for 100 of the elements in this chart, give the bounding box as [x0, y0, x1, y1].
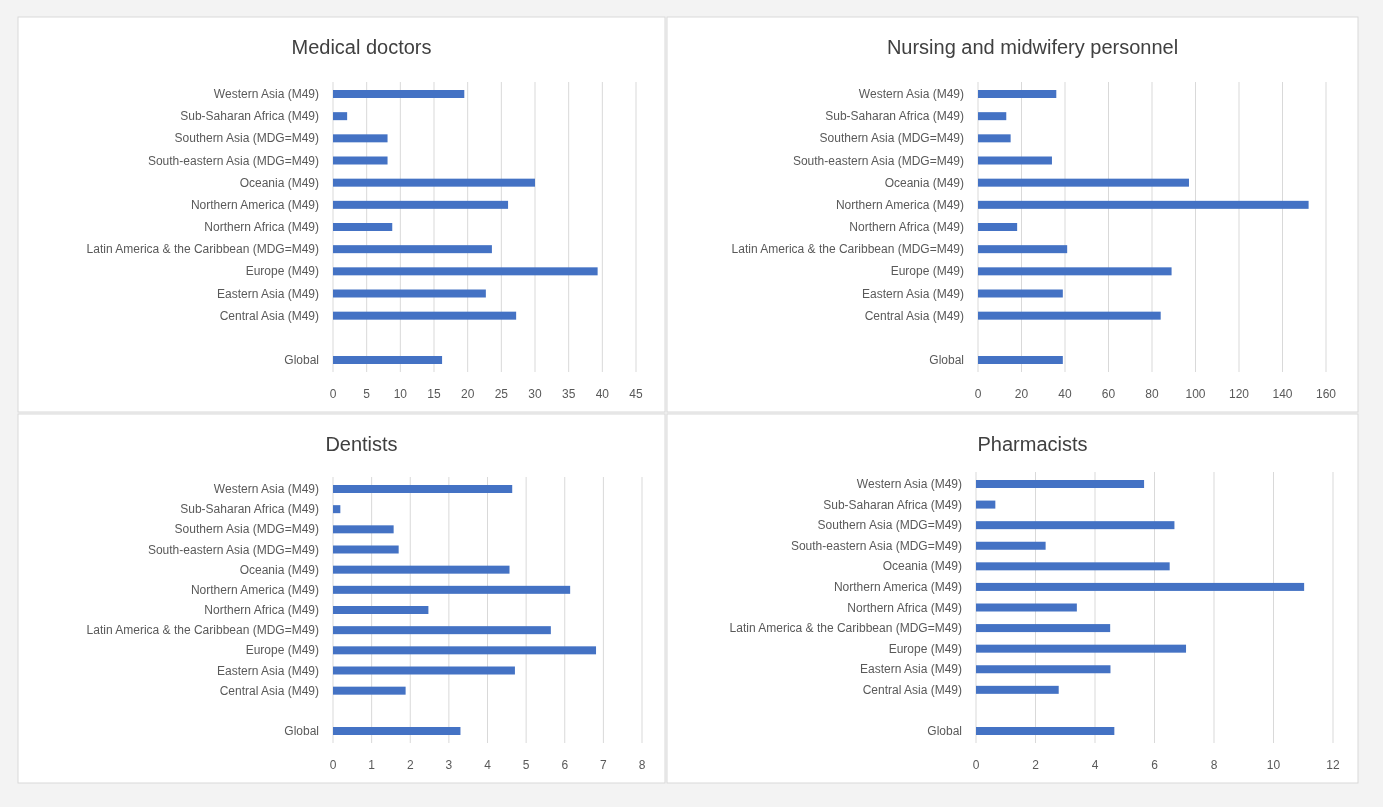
x-tick-label: 20 [1014, 387, 1029, 401]
y-tick-label: Sub-Saharan Africa (M49) [823, 497, 962, 512]
y-tick-label: Eastern Asia (M49) [861, 286, 964, 301]
y-tick-label: Latin America & the Caribbean (MDG=M49) [729, 621, 962, 636]
bar [976, 727, 1115, 735]
bar [976, 685, 1059, 694]
y-tick-label: South-eastern Asia (MDG=M49) [792, 153, 964, 168]
y-tick-label: Global [284, 353, 319, 367]
bar [976, 480, 1145, 488]
y-tick-label: South-eastern Asia (MDG=M49) [147, 542, 319, 557]
y-tick-label: Oceania (M49) [882, 559, 962, 574]
bar [333, 134, 388, 143]
y-tick-label: Global [927, 724, 962, 738]
y-tick-label: Northern Africa (M49) [204, 603, 319, 617]
bar [978, 245, 1068, 254]
chart-title: Medical doctors [291, 36, 432, 58]
y-tick-label: Oceania (M49) [239, 562, 319, 577]
y-tick-label: Northern America (M49) [190, 197, 319, 212]
x-tick-label: 1 [368, 758, 376, 772]
x-tick-label: 35 [561, 387, 576, 401]
bar [333, 505, 341, 514]
bar [333, 245, 492, 254]
x-tick-label: 3 [445, 758, 453, 772]
x-tick-label: 40 [1058, 387, 1072, 401]
bar [333, 666, 515, 675]
y-tick-label: Southern Asia (MDG=M49) [819, 131, 964, 146]
y-tick-label: Central Asia (M49) [864, 308, 964, 323]
bar [978, 134, 1011, 143]
y-tick-label: Eastern Asia (M49) [859, 662, 962, 677]
y-tick-label: Northern America (M49) [190, 582, 319, 597]
bar [978, 311, 1161, 320]
x-tick-label: 6 [561, 758, 569, 772]
y-tick-label: Western Asia (M49) [856, 477, 962, 491]
bar [333, 156, 388, 165]
bar [333, 585, 571, 594]
bar [978, 156, 1052, 165]
bar [978, 178, 1189, 187]
chart-title: Dentists [325, 433, 398, 455]
y-tick-label: Eastern Asia (M49) [216, 663, 319, 678]
y-tick-label: Central Asia (M49) [862, 682, 962, 697]
y-tick-label: Northern America (M49) [835, 197, 964, 212]
bar [978, 356, 1063, 364]
bar [978, 289, 1063, 298]
x-tick-label: 20 [460, 387, 475, 401]
x-tick-label: 5 [522, 758, 530, 772]
x-tick-label: 25 [494, 387, 509, 401]
y-tick-label: Northern America (M49) [833, 579, 962, 594]
bar [976, 521, 1175, 530]
x-tick-label: 30 [528, 387, 542, 401]
x-tick-label: 120 [1228, 387, 1250, 401]
x-tick-label: 80 [1145, 387, 1159, 401]
bar [976, 541, 1046, 550]
y-tick-label: Global [284, 724, 319, 738]
y-tick-label: Eastern Asia (M49) [216, 286, 319, 301]
bar [333, 356, 443, 364]
y-tick-label: Oceania (M49) [239, 175, 319, 190]
bar [333, 267, 598, 276]
y-tick-label: Sub-Saharan Africa (M49) [825, 109, 964, 124]
x-tick-label: 0 [972, 758, 980, 772]
bar [978, 90, 1057, 98]
bar [976, 603, 1077, 612]
bar [333, 223, 393, 231]
bar [978, 200, 1309, 209]
y-tick-label: Latin America & the Caribbean (MDG=M49) [86, 623, 319, 638]
bar [976, 582, 1305, 591]
bar [978, 267, 1172, 276]
y-tick-label: Oceania (M49) [884, 175, 964, 190]
x-tick-label: 10 [1266, 758, 1281, 772]
x-tick-label: 8 [638, 758, 646, 772]
y-tick-label: Global [929, 353, 964, 367]
y-tick-label: Western Asia (M49) [213, 482, 319, 496]
x-tick-label: 4 [484, 758, 492, 772]
bar [976, 644, 1187, 653]
y-tick-label: Central Asia (M49) [219, 683, 319, 698]
chart-title: Nursing and midwifery personnel [886, 36, 1179, 58]
y-tick-label: Latin America & the Caribbean (MDG=M49) [86, 242, 319, 257]
bar [333, 525, 394, 534]
bar [333, 606, 429, 614]
bar [978, 223, 1018, 231]
x-tick-label: 60 [1101, 387, 1116, 401]
bar [333, 311, 517, 320]
x-tick-label: 12 [1326, 758, 1340, 772]
y-tick-label: Northern Africa (M49) [849, 220, 964, 234]
x-tick-label: 8 [1210, 758, 1218, 772]
y-tick-label: Central Asia (M49) [219, 308, 319, 323]
bar [333, 178, 535, 187]
bar [333, 545, 399, 554]
bar [976, 624, 1111, 633]
x-tick-label: 2 [1032, 758, 1040, 772]
bar [333, 90, 465, 98]
y-tick-label: Europe (M49) [245, 643, 319, 658]
bar [976, 562, 1170, 571]
y-tick-label: Southern Asia (MDG=M49) [817, 518, 962, 533]
y-tick-label: South-eastern Asia (MDG=M49) [147, 153, 319, 168]
y-tick-label: Europe (M49) [245, 264, 319, 279]
x-tick-label: 4 [1091, 758, 1099, 772]
bar [333, 200, 509, 209]
bar [333, 626, 551, 635]
bar [333, 289, 486, 298]
y-tick-label: Northern Africa (M49) [847, 600, 962, 615]
